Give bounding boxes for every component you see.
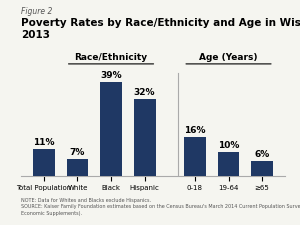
Text: 16%: 16% (184, 126, 206, 135)
Bar (184, 137, 206, 176)
Text: 7%: 7% (70, 148, 85, 157)
Text: NOTE: Data for Whites and Blacks exclude Hispanics.
SOURCE: Kaiser Family Founda: NOTE: Data for Whites and Blacks exclude… (21, 198, 300, 216)
Text: 11%: 11% (33, 138, 55, 147)
Text: Poverty Rates by Race/Ethnicity and Age in Wisconsin,
2013: Poverty Rates by Race/Ethnicity and Age … (21, 18, 300, 40)
Bar (100, 82, 122, 176)
Bar (67, 159, 88, 176)
Bar (33, 149, 55, 176)
Bar (251, 161, 273, 176)
Text: 10%: 10% (218, 141, 239, 150)
Bar (218, 151, 239, 176)
Text: 6%: 6% (254, 150, 270, 159)
Text: 32%: 32% (134, 88, 155, 97)
Text: Age (Years): Age (Years) (199, 52, 258, 61)
Text: Race/Ethnicity: Race/Ethnicity (74, 52, 148, 61)
Bar (134, 99, 155, 176)
Text: Figure 2: Figure 2 (21, 7, 52, 16)
Text: 39%: 39% (100, 71, 122, 80)
